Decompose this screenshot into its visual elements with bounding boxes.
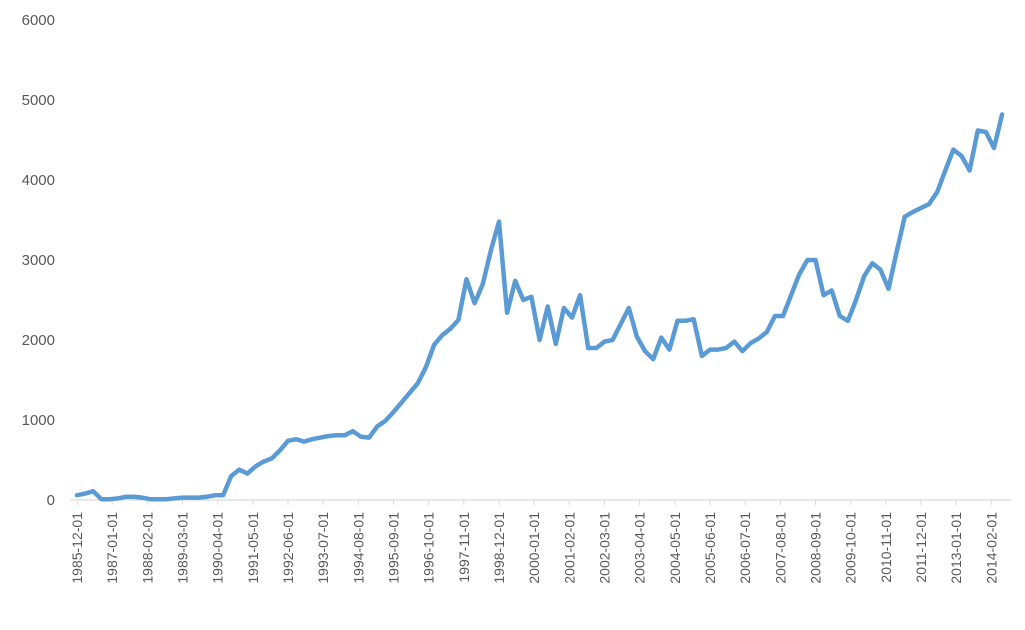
- x-axis: 1985-12-01 1987-01-01 1988-02-01 1989-03-01…: [69, 500, 999, 584]
- x-tick-label: 1996-10-01: [421, 512, 437, 584]
- x-tick-label: 2005-06-01: [702, 512, 718, 584]
- x-tick-label: 1994-08-01: [350, 512, 366, 584]
- x-tick-label: 1987-01-01: [104, 512, 120, 584]
- x-tick-label: 2001-02-01: [561, 512, 577, 584]
- x-tick-label: 2010-11-01: [878, 512, 894, 583]
- x-tick-label: 2008-09-01: [807, 512, 823, 584]
- y-tick-label: 5000: [22, 92, 55, 109]
- x-tick-label: 2006-07-01: [737, 512, 753, 584]
- x-tick-label: 2011-12-01: [913, 512, 929, 583]
- x-tick-label: 1993-07-01: [315, 512, 331, 584]
- x-tick-label: 2004-05-01: [667, 512, 683, 584]
- y-axis: 0 1000 2000 3000 4000 5000 6000: [22, 12, 55, 509]
- y-tick-label: 3000: [22, 252, 55, 269]
- x-tick-label: 1992-06-01: [280, 512, 296, 584]
- x-tick-label: 1997-11-01: [456, 512, 472, 583]
- x-tick-label: 2000-01-01: [526, 512, 542, 584]
- x-tick-label: 2002-03-01: [596, 512, 612, 584]
- x-tick-label: 2009-10-01: [843, 512, 859, 584]
- x-tick-label: 2003-04-01: [632, 512, 648, 584]
- y-tick-label: 1000: [22, 412, 55, 429]
- y-tick-label: 6000: [22, 12, 55, 29]
- x-tick-label: 1989-03-01: [174, 512, 190, 584]
- x-tick-label: 1988-02-01: [139, 512, 155, 584]
- x-tick-label: 1995-09-01: [385, 512, 401, 584]
- y-tick-label: 0: [47, 492, 55, 509]
- y-tick-label: 2000: [22, 332, 55, 349]
- x-tick-label: 1985-12-01: [69, 512, 85, 584]
- x-tick-label: 2014-02-01: [983, 512, 999, 584]
- x-tick-label: 2013-01-01: [948, 512, 964, 584]
- x-tick-label: 1990-04-01: [210, 512, 226, 584]
- series-line: [74, 112, 1005, 502]
- x-tick-label: 2007-08-01: [772, 512, 788, 584]
- x-tick-label: 1998-12-01: [491, 512, 507, 584]
- y-tick-label: 4000: [22, 172, 55, 189]
- x-tick-label: 1991-05-01: [245, 512, 261, 584]
